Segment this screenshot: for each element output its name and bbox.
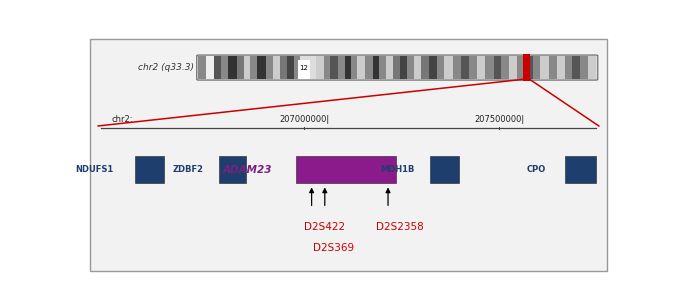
Bar [337,56,345,80]
Bar [280,56,287,80]
Text: 207500000|: 207500000| [475,115,525,124]
Bar [244,56,250,80]
Bar [135,156,164,183]
Bar [364,56,373,80]
Bar [373,56,379,80]
Bar [228,56,237,80]
Text: D2S422: D2S422 [304,222,345,232]
Bar [453,56,461,80]
Bar [509,56,517,80]
Text: ZDBF2: ZDBF2 [173,165,203,174]
Bar [273,56,280,80]
Bar [549,56,557,80]
Bar [429,56,437,80]
Bar [316,56,324,80]
Bar [199,56,206,80]
Bar [345,56,352,80]
Bar [430,156,459,183]
Bar [379,56,386,80]
Bar [294,56,300,80]
Bar [494,56,501,80]
Bar [469,56,477,80]
Bar [358,56,364,80]
Bar [517,56,524,80]
Bar [541,56,549,80]
Bar [523,54,530,81]
Bar [222,56,228,80]
Bar [206,56,214,80]
Bar [532,56,541,80]
Bar [401,56,407,80]
Bar [299,60,310,79]
Text: 207000000|: 207000000| [279,115,330,124]
Bar [485,56,494,80]
FancyBboxPatch shape [197,55,598,80]
Text: D2S369: D2S369 [313,243,354,253]
Bar [564,156,596,183]
Bar [414,56,421,80]
Bar [524,56,532,80]
Bar [444,56,453,80]
Text: NDUFS1: NDUFS1 [75,165,114,174]
Text: ADAM23: ADAM23 [222,165,272,175]
Bar [220,156,245,183]
Bar [557,56,565,80]
Bar [437,56,444,80]
Bar [393,56,401,80]
Bar [250,56,257,80]
Text: CPO: CPO [527,165,546,174]
Bar [461,56,469,80]
Bar [257,56,266,80]
Text: 12: 12 [299,64,308,71]
Bar [580,56,588,80]
FancyBboxPatch shape [90,39,607,271]
Bar [407,56,414,80]
Bar [330,56,337,80]
Text: chr2 (q33.3): chr2 (q33.3) [138,63,194,72]
Bar [214,56,222,80]
Text: chr2:: chr2: [112,115,133,124]
Bar [501,56,509,80]
Bar [296,156,396,183]
Bar [386,56,393,80]
Bar [565,56,573,80]
Bar [266,56,273,80]
Bar [352,56,358,80]
Text: D2S2358: D2S2358 [376,222,424,232]
Bar [324,56,330,80]
Bar [588,56,596,80]
Text: MDH1B: MDH1B [380,165,414,174]
Bar [421,56,429,80]
Bar [287,56,294,80]
Bar [573,56,580,80]
Bar [477,56,485,80]
Bar [237,56,244,80]
